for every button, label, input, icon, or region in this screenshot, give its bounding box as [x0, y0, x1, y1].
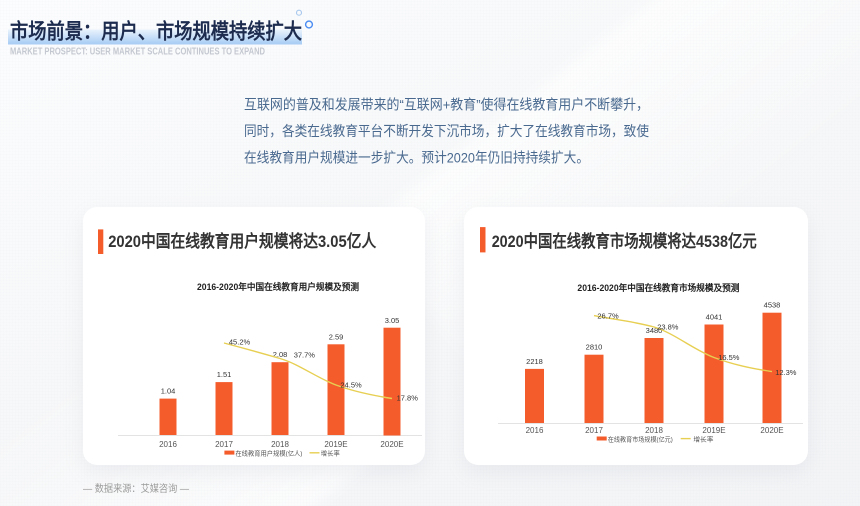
svg-text:2016-2020年中国在线教育市场规模及预测: 2016-2020年中国在线教育市场规模及预测 — [577, 282, 739, 293]
svg-text:在线教育用户规模进一步扩大。预计2020年仍旧持持续扩大。: 在线教育用户规模进一步扩大。预计2020年仍旧持持续扩大。 — [244, 150, 589, 166]
svg-text:同时，各类在线教育平台不断开发下沉市场，扩大了在线教育市场，: 同时，各类在线教育平台不断开发下沉市场，扩大了在线教育市场，致使 — [244, 123, 649, 139]
svg-text:16.5%: 16.5% — [718, 353, 740, 362]
svg-text:MARKET PROSPECT: USER MARKET S: MARKET PROSPECT: USER MARKET SCALE CONTI… — [10, 46, 265, 58]
svg-text:2017: 2017 — [585, 426, 603, 435]
svg-text:2019E: 2019E — [702, 426, 725, 435]
svg-text:在线教育用户规模(亿人): 在线教育用户规模(亿人) — [235, 449, 302, 458]
svg-text:— 数据来源：艾媒咨询 —: — 数据来源：艾媒咨询 — — [83, 482, 189, 495]
svg-text:2218: 2218 — [526, 357, 543, 366]
svg-text:2020中国在线教育用户规模将达3.05亿人: 2020中国在线教育用户规模将达3.05亿人 — [108, 231, 377, 251]
svg-text:2016: 2016 — [159, 440, 177, 449]
svg-text:2016: 2016 — [526, 426, 544, 435]
svg-text:2017: 2017 — [215, 440, 233, 449]
svg-text:2018: 2018 — [271, 440, 289, 449]
svg-text:2020中国在线教育市场规模将达4538亿元: 2020中国在线教育市场规模将达4538亿元 — [492, 231, 757, 251]
svg-text:3480: 3480 — [646, 326, 663, 335]
svg-text:4041: 4041 — [706, 313, 723, 322]
svg-text:2020E: 2020E — [760, 426, 783, 435]
svg-text:12.3%: 12.3% — [775, 368, 797, 377]
svg-text:1.04: 1.04 — [161, 387, 176, 396]
svg-text:互联网的普及和发展带来的“互联网+教育”使得在线教育用户不断: 互联网的普及和发展带来的“互联网+教育”使得在线教育用户不断攀升， — [244, 97, 649, 113]
svg-text:23.8%: 23.8% — [657, 323, 679, 332]
svg-text:市场前景：用户、市场规模持续扩大: 市场前景：用户、市场规模持续扩大 — [10, 20, 302, 44]
svg-text:2016-2020年中国在线教育用户规模及预测: 2016-2020年中国在线教育用户规模及预测 — [197, 281, 359, 292]
svg-text:2018: 2018 — [645, 426, 663, 435]
svg-text:2.59: 2.59 — [329, 332, 344, 341]
svg-text:2.08: 2.08 — [273, 350, 288, 359]
svg-text:17.8%: 17.8% — [397, 393, 419, 402]
svg-text:2019E: 2019E — [324, 440, 347, 449]
svg-text:增长率: 增长率 — [321, 449, 340, 458]
svg-text:3.05: 3.05 — [385, 316, 400, 325]
svg-text:2810: 2810 — [586, 343, 603, 352]
svg-text:4538: 4538 — [764, 301, 781, 310]
svg-text:2020E: 2020E — [380, 440, 403, 449]
svg-text:24.5%: 24.5% — [340, 381, 362, 390]
svg-text:37.7%: 37.7% — [294, 351, 316, 360]
svg-text:增长率: 增长率 — [693, 434, 714, 443]
svg-text:在线教育市场规模(亿元): 在线教育市场规模(亿元) — [608, 434, 673, 443]
svg-text:1.51: 1.51 — [217, 370, 232, 379]
svg-text:45.2%: 45.2% — [229, 337, 251, 346]
svg-text:26.7%: 26.7% — [597, 312, 619, 321]
